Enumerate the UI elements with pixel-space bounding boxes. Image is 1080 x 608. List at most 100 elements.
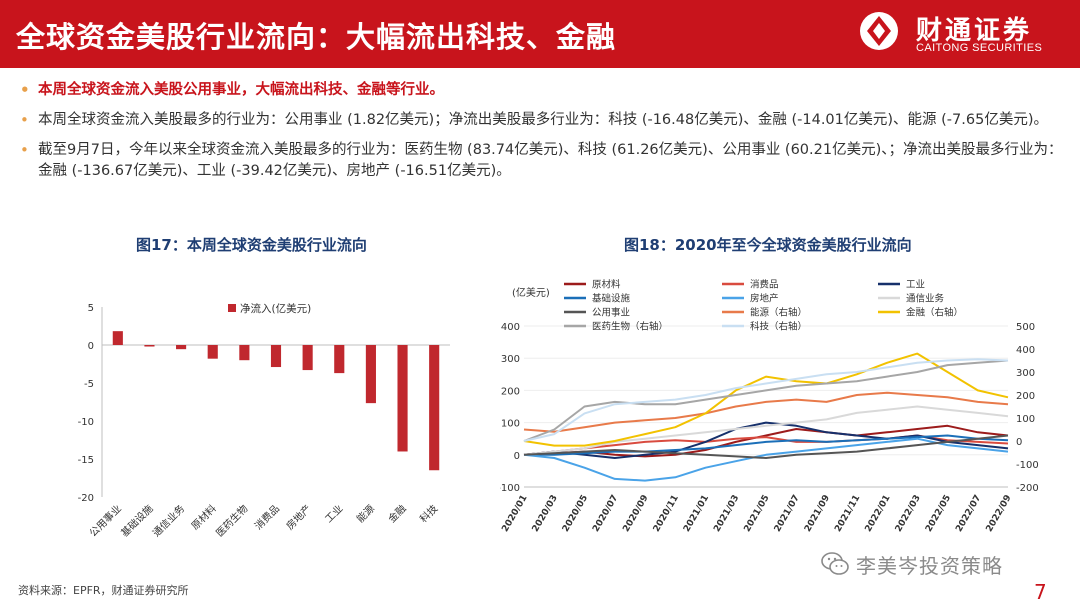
page-title: 全球资金美股行业流向：大幅流出科技、金融 [16, 20, 617, 54]
chart18-legend-label: 消费品 [750, 279, 779, 291]
chart18-series-line [523, 352, 1009, 447]
chart18-right-tick-label: 300 [1016, 368, 1035, 379]
chart18-x-tick-label: 2022/07 [954, 494, 983, 534]
chart17-bar [239, 345, 250, 361]
chart18-series-line [523, 421, 1009, 459]
chart18-x-tick-label: 2021/07 [773, 494, 802, 534]
chart18-right-tick-label: 500 [1016, 322, 1035, 333]
chart18-left-tick-label: 0 [514, 451, 520, 462]
header-banner: 全球资金美股行业流向：大幅流出科技、金融 财通证券 CAITONG SECURI… [0, 0, 1080, 68]
chart17-bar [429, 345, 440, 471]
bullet-dot-icon: • [20, 141, 29, 159]
chart18-series-line [523, 359, 1009, 442]
chart18-series-line [523, 358, 1009, 442]
chart18-line-chart: (亿美元) -100 0 100 200 300 400 -200 -100 0 100 200 300… [500, 279, 1039, 534]
chart18-left-tick-label: 300 [501, 354, 520, 365]
bullet-ytd-flows: • 截至9月7日，今年以来全球资金流入美股最多的行业为：医药生物 (83.74亿… [20, 141, 1063, 179]
chart18-x-tick-label: 2021/05 [743, 494, 772, 534]
chart18-x-tick-label: 2021/09 [803, 494, 832, 534]
bullet-weekly-flows: • 本周全球资金流入美股最多的行业为：公用事业 (1.82亿美元)；净流出美股最… [20, 111, 1048, 129]
chart17-legend-swatch [228, 304, 236, 312]
chart17-bar [302, 345, 313, 371]
chart17-bar [365, 345, 376, 404]
chart17-x-tick-label: 通信业务 [150, 502, 187, 539]
chart18-x-tick-label: 2020/01 [501, 494, 530, 534]
chart18-legend-label: 公用事业 [592, 307, 630, 319]
chart18-x-tick-label: 2021/11 [833, 494, 862, 534]
chart18-right-tick-label: 200 [1016, 391, 1035, 402]
chart18-legend-label: 基础设施 [592, 293, 631, 305]
chart17-legend-label: 净流入(亿美元) [240, 302, 311, 315]
chart18-legend-label: 工业 [906, 280, 925, 291]
chart17-x-tick-label: 科技 [417, 502, 440, 525]
chart17-bar [207, 345, 218, 359]
chart17-y-tick-label: -15 [78, 455, 94, 466]
chart18-x-tick-label: 2020/03 [531, 494, 560, 534]
chart17-x-tick-label: 工业 [323, 503, 346, 526]
chart18-legend-label: 医药生物（右轴） [592, 321, 668, 333]
chart18-left-tick-label: 100 [501, 419, 520, 430]
chart18-series-line [523, 437, 1009, 482]
chart18-series-line [524, 434, 1009, 456]
chart17-y-tick-label: -20 [78, 493, 94, 504]
chart17-x-tick-label: 基础设施 [118, 502, 155, 539]
chart18-right-tick-label: 400 [1016, 345, 1035, 356]
chart17-bar [176, 345, 187, 350]
logo-chinese-name: 财通证券 [916, 16, 1033, 46]
chart18-right-tick-label: 0 [1016, 437, 1022, 448]
chart18-legend-label: 房地产 [750, 293, 779, 305]
source-note: 资料来源：EPFR，财通证券研究所 [18, 584, 189, 597]
chart18-left-tick-label: 400 [501, 322, 520, 333]
wechat-watermark: 李美岑投资策略 [820, 548, 1050, 582]
chart17-y-tick-label: -10 [78, 417, 94, 428]
chart17-y-tick-label: -5 [84, 379, 94, 390]
chart18-y-axis-label: (亿美元) [512, 286, 550, 299]
chart17-x-tick-label: 消费品 [252, 502, 282, 532]
watermark-text: 李美岑投资策略 [856, 554, 1003, 578]
chart18-series-line [523, 391, 1009, 433]
chart17-y-tick-label: 0 [88, 341, 94, 352]
chart17-x-tick-label: 金融 [385, 502, 408, 525]
chart18-legend-label: 通信业务 [906, 293, 945, 305]
bullet-dot-icon: • [20, 81, 30, 99]
chart18-x-tick-label: 2022/03 [894, 494, 923, 534]
chart17-bar [270, 345, 282, 368]
chart18-x-tick-label: 2022/05 [924, 494, 953, 534]
logo-english-name: CAITONG SECURITIES [916, 42, 1043, 54]
chart18-x-tick-label: 2020/09 [622, 494, 651, 534]
caitong-logo: 财通证券 CAITONG SECURITIES [858, 8, 1068, 60]
chart17-x-tick-label: 公用事业 [86, 502, 123, 539]
bullet-dot-icon: • [20, 111, 29, 129]
chart18-x-tick-label: 2020/11 [652, 494, 681, 534]
chart18-x-tick-label: 2021/03 [712, 494, 741, 534]
chart18-legend-label: 科技（右轴） [750, 321, 807, 333]
chart17-title: 图17：本周全球资金美股行业流向 [136, 236, 367, 254]
chart18-series-line [523, 424, 1009, 458]
chart17-bar [397, 345, 408, 452]
chart17-bar [334, 345, 345, 374]
chart18-left-tick-label: -100 [500, 483, 520, 494]
chart17-x-tick-label: 房地产 [283, 502, 313, 532]
chart17-bar [112, 331, 123, 345]
chart17-x-tick-label: 原材料 [188, 502, 218, 532]
chart18-x-tick-label: 2020/05 [561, 494, 590, 534]
chart18-legend-label: 金融（右轴） [906, 307, 963, 319]
chart18-right-tick-label: 100 [1016, 414, 1035, 425]
summary-bullets: • 本周全球资金流入美股公用事业，大幅流出科技、金融等行业。 • 本周全球资金流… [18, 80, 1068, 191]
chart18-x-tick-label: 2021/01 [682, 494, 711, 534]
chart18-legend-label: 能源（右轴） [750, 307, 807, 319]
chart18-right-tick-label: -200 [1016, 483, 1039, 494]
chart18-right-tick-label: -100 [1016, 460, 1039, 471]
chart18-left-tick-label: 200 [501, 386, 520, 397]
chart17-y-tick-label: 5 [88, 303, 94, 314]
chart17-x-tick-label: 能源 [354, 502, 377, 525]
wechat-icon [821, 552, 849, 575]
chart18-legend-label: 原材料 [592, 279, 621, 291]
bullet-headline: • 本周全球资金流入美股公用事业，大幅流出科技、金融等行业。 [20, 81, 444, 99]
chart18-x-tick-label: 2022/09 [985, 494, 1014, 534]
chart17-bar [144, 345, 155, 347]
chart18-x-tick-label: 2022/01 [864, 494, 893, 534]
chart18-series-line [523, 434, 1009, 459]
caitong-logo-icon [860, 12, 898, 50]
